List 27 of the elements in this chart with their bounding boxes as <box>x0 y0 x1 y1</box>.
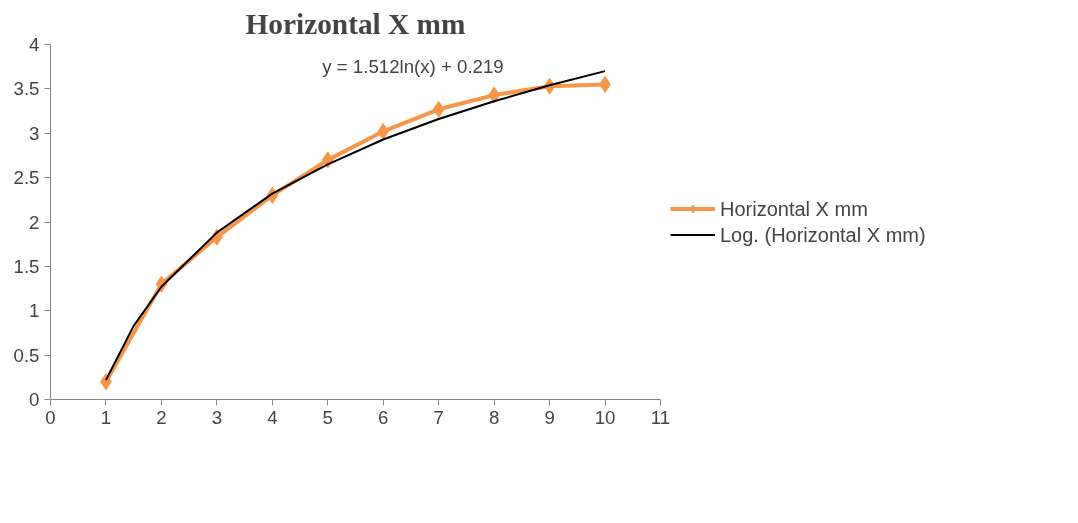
x-tick-label: 3 <box>211 406 223 428</box>
x-tick-label: 7 <box>433 406 444 428</box>
point <box>377 122 390 140</box>
y-tick-label: 0.5 <box>13 344 40 366</box>
x-tick-label: 8 <box>488 406 500 428</box>
x-tick-label: 10 <box>594 406 616 428</box>
annotation: y = 1.512ln(x) + 0.219 <box>322 56 504 78</box>
legend-label: Horizontal X mm <box>720 197 868 220</box>
x-tick-label: 0 <box>45 406 56 428</box>
x-tick-label: 4 <box>267 406 278 428</box>
y-tick-label: 1 <box>29 300 40 322</box>
y-tick-label: 2 <box>29 211 40 233</box>
y-tick-label: 3 <box>29 122 40 144</box>
y-tick-label: 4 <box>29 34 40 55</box>
x-tick-label: 5 <box>322 406 333 428</box>
x-tick-label: 11 <box>650 406 671 428</box>
y-tick-label: 0 <box>29 389 40 410</box>
y-tick-label: 3.5 <box>13 78 40 100</box>
x-tick-label: 2 <box>156 406 167 428</box>
y-tick-label: 2.5 <box>13 167 40 189</box>
point <box>432 100 445 118</box>
x-tick-label: 9 <box>544 406 555 428</box>
x-tick-label: 1 <box>100 406 112 428</box>
x-tick-label: 6 <box>378 406 389 428</box>
legend-label: Log. (Horizontal X mm) <box>720 223 926 246</box>
y-tick-label: 1.5 <box>13 255 40 277</box>
chart-title: Horizontal X mm <box>245 7 466 40</box>
